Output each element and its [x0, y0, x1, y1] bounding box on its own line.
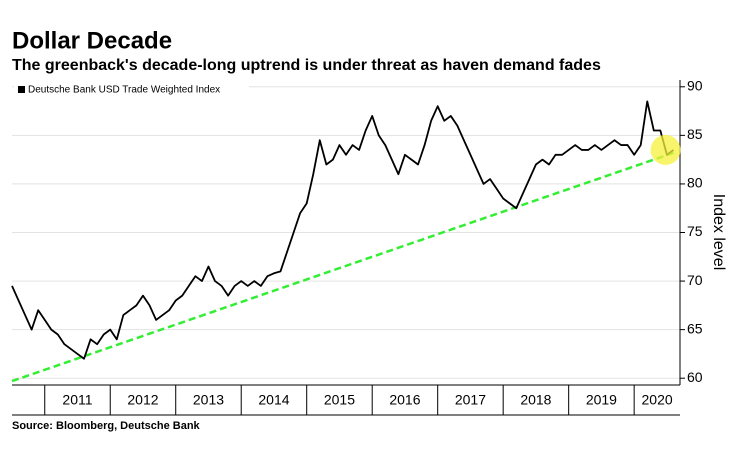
x-tick-label: 2019	[586, 392, 617, 408]
y-tick-label: 85	[687, 126, 703, 142]
x-tick-label: 2013	[193, 392, 224, 408]
trend-line	[11, 151, 674, 383]
x-tick-label: 2020	[642, 392, 673, 408]
legend-label: Deutsche Bank USD Trade Weighted Index	[28, 85, 220, 96]
x-tick-label: 2011	[62, 392, 92, 408]
x-tick-label: 2014	[258, 392, 289, 408]
x-tick-label: 2018	[520, 392, 551, 408]
x-tick-label: 2015	[324, 392, 355, 408]
x-tick-label: 2017	[455, 392, 486, 408]
x-tick-label: 2016	[389, 392, 420, 408]
x-tick-label: 2012	[127, 392, 158, 408]
y-axis-label: Index level	[710, 194, 727, 271]
source: Source: Bloomberg, Deutsche Bank	[12, 420, 201, 432]
y-tick-label: 60	[687, 369, 703, 385]
y-tick-label: 75	[687, 223, 703, 239]
legend-swatch	[18, 86, 25, 93]
legend-box	[14, 82, 249, 98]
chart-subtitle: The greenback's decade-long uptrend is u…	[12, 57, 601, 74]
data-line	[11, 100, 674, 360]
y-tick-label: 70	[687, 272, 703, 288]
y-tick-label: 80	[687, 175, 703, 191]
highlight	[650, 134, 681, 165]
chart-title: Dollar Decade	[12, 27, 172, 54]
y-tick-label: 90	[687, 78, 703, 94]
y-tick-label: 65	[687, 320, 703, 336]
